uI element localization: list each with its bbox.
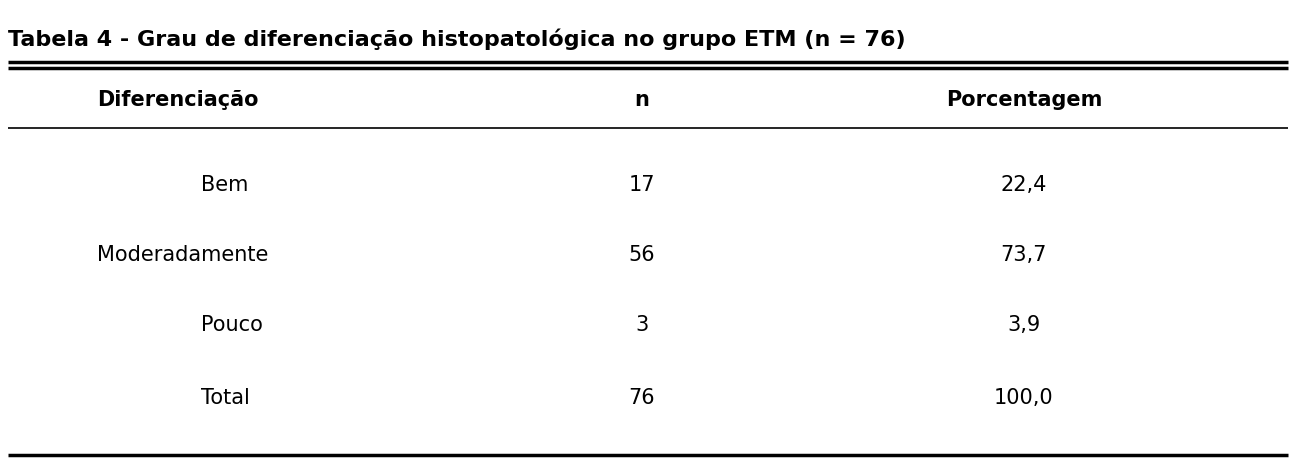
Text: 100,0: 100,0 (994, 388, 1054, 408)
Text: 76: 76 (629, 388, 654, 408)
Text: 22,4: 22,4 (1001, 175, 1047, 195)
Text: Diferenciação: Diferenciação (97, 90, 259, 110)
Text: Total: Total (201, 388, 250, 408)
Text: 56: 56 (629, 245, 654, 265)
Text: 3: 3 (635, 315, 648, 335)
Text: Porcentagem: Porcentagem (946, 90, 1102, 110)
Text: 3,9: 3,9 (1007, 315, 1041, 335)
Text: 73,7: 73,7 (1001, 245, 1047, 265)
Text: n: n (634, 90, 649, 110)
Text: 17: 17 (629, 175, 654, 195)
Text: Tabela 4 - Grau de diferenciação histopatológica no grupo ETM (n = 76): Tabela 4 - Grau de diferenciação histopa… (8, 28, 906, 49)
Text: Moderadamente: Moderadamente (97, 245, 268, 265)
Text: Pouco: Pouco (201, 315, 263, 335)
Text: Bem: Bem (201, 175, 249, 195)
